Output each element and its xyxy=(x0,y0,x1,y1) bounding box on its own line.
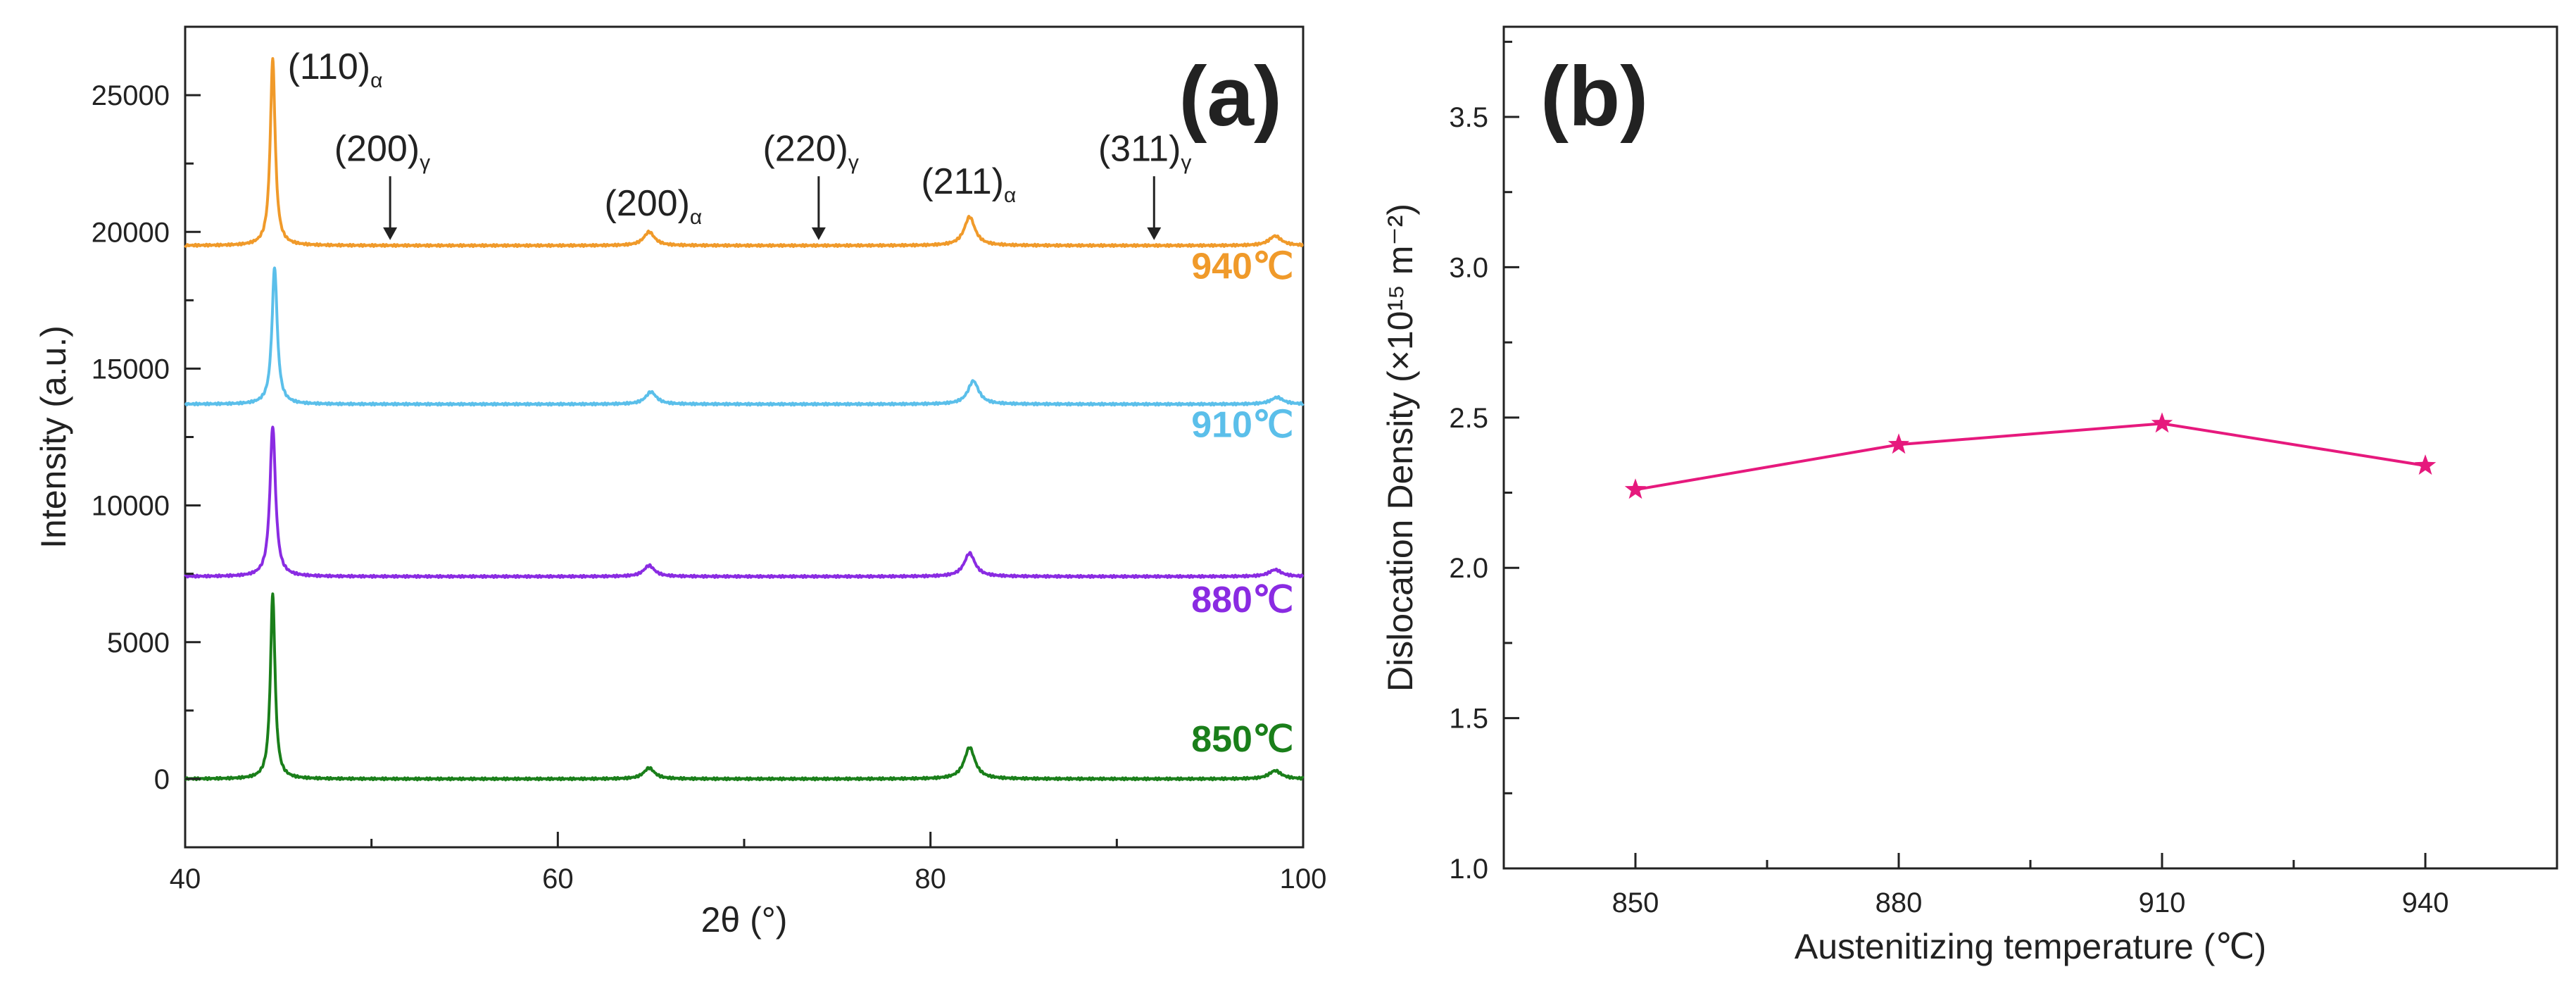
panel-a-peak-annotation: (200)γ xyxy=(334,128,430,174)
panel-a-x-tick-label: 60 xyxy=(542,863,574,894)
panel-a-peak-annotation: (200)α xyxy=(605,183,703,229)
panel-a-xrd-chart: (110)α (200)γ (200)α (220)γ (211)α (311)γ 940… xyxy=(34,25,1327,940)
panel-b-y-tick-label: 3.5 xyxy=(1449,102,1488,133)
panel-a-trace-910c xyxy=(184,266,1305,407)
panel-a-series-label: 910℃ xyxy=(1191,405,1293,446)
panel-a-x-tick-label: 100 xyxy=(1280,863,1327,894)
panel-a-y-tick-label: 0 xyxy=(154,764,170,795)
panel-b-y-tick-label: 1.5 xyxy=(1449,704,1488,735)
panel-a-peak-annotations: (110)α (200)γ (200)α (220)γ (211)α (311)γ xyxy=(288,46,1192,240)
panel-b-series xyxy=(1624,412,2437,499)
panel-a-series-label: 880℃ xyxy=(1191,580,1293,620)
panel-a-peak-arrowhead xyxy=(1147,227,1162,240)
panel-b-y-ticks: 1.0 1.5 2.0 2.5 3.0 3.5 xyxy=(1449,40,1519,885)
panel-a-peak-arrowhead xyxy=(383,227,398,240)
panel-b-y-tick-label: 2.0 xyxy=(1449,553,1488,584)
panel-a-peak-annotation: (110)α xyxy=(288,46,383,92)
panel-a-series-label: 850℃ xyxy=(1191,719,1293,760)
panel-a-trace-940c xyxy=(184,57,1305,249)
panel-a-x-axis-title: 2θ (°) xyxy=(701,900,788,940)
panel-b-x-ticks: 850 880 910 940 xyxy=(1612,853,2449,918)
panel-a-y-axis-title: Intensity (a.u.) xyxy=(34,325,73,549)
panel-a-series-label: 940℃ xyxy=(1191,246,1293,287)
panel-b-y-tick-label: 3.0 xyxy=(1449,252,1488,283)
panel-a-y-tick-label: 20000 xyxy=(92,217,170,248)
panel-a-x-tick-label: 40 xyxy=(170,863,201,894)
panel-a-series-labels: 940℃ 910℃ 880℃ 850℃ xyxy=(1191,246,1293,760)
panel-a-peak-annotation: (220)γ xyxy=(762,128,858,174)
panel-a-y-tick-label: 15000 xyxy=(92,354,170,385)
panel-a-label: (a) xyxy=(1179,49,1282,144)
panel-b-y-tick-label: 2.5 xyxy=(1449,403,1488,434)
panel-a-peak-annotation: (211)α xyxy=(921,161,1016,207)
panel-b-data-point xyxy=(2151,412,2173,433)
panel-a-trace-880c xyxy=(184,425,1305,579)
panel-a-y-tick-label: 25000 xyxy=(92,80,170,111)
panel-a-x-ticks: 40 60 80 100 xyxy=(170,832,1327,894)
panel-b-x-tick-label: 940 xyxy=(2402,887,2449,918)
panel-b-plot-frame xyxy=(1502,25,2558,870)
panel-b-data-point xyxy=(2414,454,2437,475)
panel-b-data-point xyxy=(1887,433,1910,454)
panel-b-y-axis-title: Dislocation Density (×10¹⁵ m⁻²) xyxy=(1381,204,1420,692)
panel-b-label: (b) xyxy=(1540,49,1648,144)
panel-a-peak-annotation: (311)γ xyxy=(1098,128,1192,174)
panel-b-x-tick-label: 850 xyxy=(1612,887,1659,918)
panel-a-trace-850c xyxy=(184,592,1305,782)
panel-b-data-point xyxy=(1624,478,1647,499)
panel-b-series-line xyxy=(1635,422,2426,492)
panel-b-y-tick-label: 1.0 xyxy=(1449,854,1488,885)
panel-a-y-ticks: 0 5000 10000 15000 20000 25000 xyxy=(92,25,201,795)
panel-b-x-tick-label: 880 xyxy=(1876,887,1923,918)
panel-a-traces xyxy=(184,57,1305,782)
panel-b-dislocation-chart: 850 880 910 940 1.0 1.5 2.0 2.5 3.0 3.5 Austenit… xyxy=(1381,25,2558,966)
panel-a-y-tick-label: 10000 xyxy=(92,491,170,522)
panel-b-x-axis-title: Austenitizing temperature (℃) xyxy=(1795,927,2266,966)
panel-a-peak-arrowhead xyxy=(811,227,826,240)
panel-b-x-tick-label: 910 xyxy=(2139,887,2186,918)
panel-a-y-tick-label: 5000 xyxy=(107,628,170,659)
panel-a-x-tick-label: 80 xyxy=(915,863,946,894)
